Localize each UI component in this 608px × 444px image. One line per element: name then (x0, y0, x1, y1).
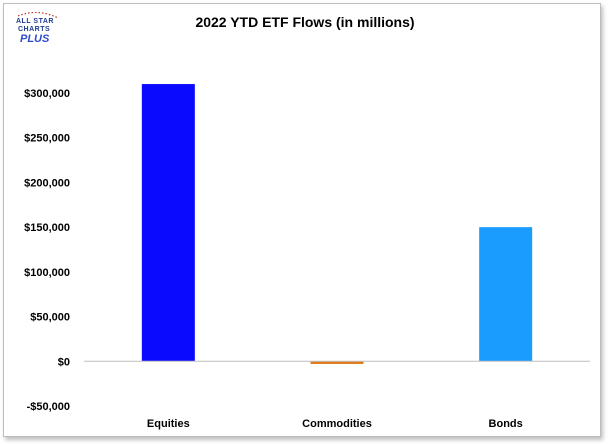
y-tick-label: $200,000 (24, 177, 70, 189)
x-tick-label: Bonds (489, 418, 523, 430)
y-tick-label: -$50,000 (27, 401, 70, 413)
x-tick-label: Commodities (302, 418, 372, 430)
bars (141, 84, 533, 364)
bar-equities (141, 84, 195, 362)
y-tick-label: $0 (58, 356, 70, 368)
y-tick-label: $100,000 (24, 267, 70, 279)
all-star-charts-logo: ALL STAR CHARTS PLUS (10, 12, 66, 48)
bar-chart: $300,000 $250,000 $200,000 $150,000 $100,000… (24, 84, 590, 430)
logo-line-2: CHARTS (18, 26, 51, 33)
y-tick-label: $150,000 (24, 222, 70, 234)
x-tick-label: Equities (147, 418, 190, 430)
chart-title: 2022 YTD ETF Flows (in millions) (195, 14, 415, 30)
x-axis-labels: Equities Commodities Bonds (147, 418, 523, 430)
y-tick-label: $250,000 (24, 133, 70, 145)
y-tick-label: $50,000 (30, 312, 70, 324)
bar-bonds (479, 227, 533, 362)
y-axis-labels: $300,000 $250,000 $200,000 $150,000 $100,000… (24, 88, 70, 413)
bar-commodities (310, 361, 364, 364)
logo-line-1: ALL STAR (16, 18, 54, 25)
y-tick-label: $300,000 (24, 88, 70, 100)
chart-frame: ALL STAR CHARTS PLUS 2022 YTD ETF Flows … (3, 3, 601, 437)
logo-line-3: PLUS (20, 33, 50, 45)
